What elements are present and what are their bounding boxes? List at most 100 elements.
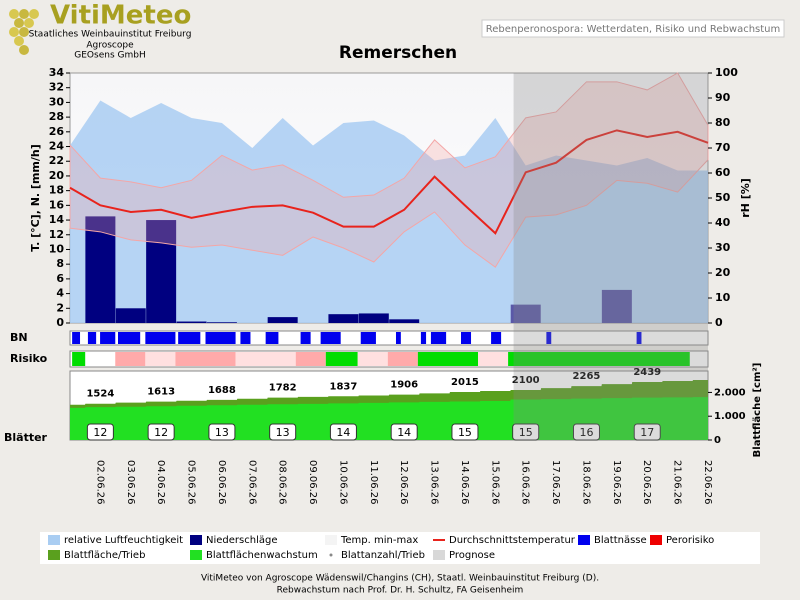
subtitle: Rebenperonospora: Wetterdaten, Risiko un…	[486, 24, 781, 35]
y-tick-label: 18	[49, 184, 64, 197]
org: Agroscope	[86, 41, 134, 51]
y3-tick-label: 0	[714, 435, 721, 446]
y2-tick-label: 90	[715, 91, 731, 104]
leaf-count-box	[633, 423, 661, 441]
y2-tick-label: 50	[715, 191, 731, 204]
leaf-wetness	[300, 332, 311, 344]
leaf-count-label: 16	[579, 426, 593, 439]
precip-bar	[328, 314, 359, 323]
leaf-count-box	[208, 423, 236, 441]
leaf-wetness	[546, 332, 552, 344]
leaf-count-label: 13	[215, 426, 229, 439]
leaf-area-label: 2265	[573, 371, 601, 382]
leaf-area-label: 1906	[390, 380, 418, 391]
y3-tick-label: 1.000	[714, 411, 746, 422]
y-tick-label: 26	[49, 125, 65, 138]
leaf-area-label: 2100	[512, 375, 540, 386]
y-axis-label: T. [°C], N. [mm/h]	[29, 144, 42, 252]
precip-bar	[389, 319, 420, 323]
leaf-count-box	[512, 423, 540, 441]
logo-text: VitiMeteo	[50, 1, 191, 31]
leaf-count-label: 12	[154, 426, 168, 439]
legend-swatch	[48, 550, 60, 560]
leaf-count-box	[390, 423, 418, 441]
leaf-count-box	[572, 423, 600, 441]
leaf-wetness	[72, 332, 81, 344]
y-tick-label: 20	[49, 169, 65, 182]
subtitle-box	[481, 19, 785, 38]
legend-label: Blattnässe	[594, 535, 647, 546]
y-tick-label: 2	[56, 301, 64, 314]
leaf-wetness	[240, 332, 251, 344]
row-label: BN	[10, 331, 28, 344]
legend-swatch	[48, 535, 60, 545]
y-tick-label: 6	[56, 272, 64, 285]
leaf-wetness	[395, 332, 401, 344]
y-tick-label: 32	[49, 81, 64, 94]
precip-bar	[206, 322, 237, 323]
legend-label: Temp. min-max	[340, 535, 418, 546]
humidity-area	[70, 100, 708, 323]
row-label: Risiko	[10, 352, 48, 365]
legend-swatch	[650, 535, 662, 545]
risk-segment	[357, 352, 388, 366]
legend-label: Perorisiko	[666, 535, 714, 546]
x-tick-label: 20.06.26	[641, 460, 652, 505]
x-tick-label: 08.06.26	[277, 460, 288, 505]
logo-icon	[9, 9, 39, 55]
avg-temp-line	[69, 129, 709, 235]
leaf-area-label: 2015	[451, 377, 479, 388]
precip-bar	[601, 289, 632, 323]
legend-label: Blattanzahl/Trieb	[341, 550, 425, 561]
y-tick-label: 24	[49, 140, 65, 153]
leaf-wetness	[491, 332, 502, 344]
precip-bar	[146, 220, 177, 323]
y3-tick-label: 2.000	[714, 387, 746, 398]
legend-swatch	[433, 550, 445, 560]
x-tick-label: 09.06.26	[307, 460, 318, 505]
legend-label: Prognose	[449, 550, 495, 561]
precip-bar	[358, 313, 389, 323]
legend-label: Blattfläche/Trieb	[64, 550, 145, 561]
y2-axis-label: rH [%]	[739, 178, 752, 218]
leaf-count-label: 14	[397, 426, 411, 439]
x-tick-label: 16.06.26	[520, 460, 531, 505]
risk-segment	[508, 352, 690, 366]
x-tick-label: 19.06.26	[611, 460, 622, 505]
leaf-wetness	[430, 332, 447, 344]
precip-bar	[267, 317, 298, 323]
precip-bar	[510, 304, 541, 323]
legend-swatch	[190, 550, 202, 560]
y-tick-label: 10	[49, 242, 65, 255]
legend-label: Blattflächenwachstum	[206, 550, 318, 561]
y2-tick-label: 10	[715, 291, 731, 304]
x-tick-label: 18.06.26	[580, 460, 591, 505]
leaf-wetness	[178, 332, 201, 344]
x-tick-label: 17.06.26	[550, 460, 561, 505]
risk-segment	[295, 352, 326, 366]
y-tick-label: 34	[49, 66, 65, 79]
x-tick-label: 07.06.26	[246, 460, 257, 505]
leaf-count-box	[86, 423, 114, 441]
x-tick-label: 13.06.26	[429, 460, 440, 505]
leaf-area-label: 1524	[86, 389, 114, 400]
chart-title: Remerschen	[339, 43, 457, 63]
y2-tick-label: 60	[715, 166, 731, 179]
leaf-area-label: 1837	[330, 381, 358, 392]
x-tick-label: 03.06.26	[125, 460, 136, 505]
y-tick-label: 0	[56, 316, 64, 329]
risk-segment	[145, 352, 176, 366]
x-tick-label: 22.06.26	[702, 460, 713, 505]
y2-tick-label: 40	[715, 216, 731, 229]
precip-bar	[115, 308, 146, 323]
x-tick-label: 10.06.26	[337, 460, 348, 505]
risk-segment	[325, 352, 358, 366]
legend-box	[40, 532, 760, 564]
y2-tick-label: 100	[715, 66, 738, 79]
leaf-count-label: 14	[336, 426, 350, 439]
legend-label: relative Luftfeuchtigkeit	[64, 535, 183, 546]
leaf-area-label: 1782	[269, 383, 297, 394]
leaf-wetness	[420, 332, 427, 344]
temp-band	[69, 72, 709, 268]
